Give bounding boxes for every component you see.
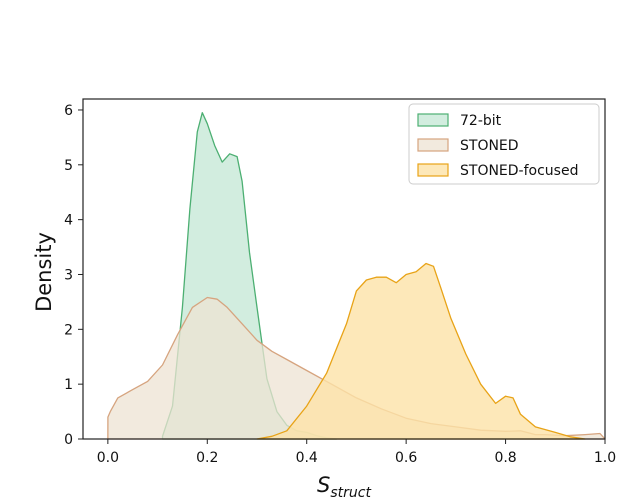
legend-swatch xyxy=(417,138,449,152)
y-tick-label: 0 xyxy=(64,432,73,448)
legend-label: STONED-focused xyxy=(460,163,578,179)
legend: 72-bit STONED STONED-focused xyxy=(408,103,600,185)
legend-swatch xyxy=(417,163,449,177)
legend-swatch xyxy=(417,113,449,127)
plot-area xyxy=(107,112,606,440)
x-tick-label: 1.0 xyxy=(594,450,616,466)
y-axis-title: Density xyxy=(32,232,56,312)
plot-frame xyxy=(82,98,606,440)
legend-box xyxy=(408,103,600,185)
y-tick-label: 5 xyxy=(64,158,73,174)
x-tick-label: 0.0 xyxy=(97,450,119,466)
legend-label: 72-bit xyxy=(460,113,502,129)
y-tick-label: 2 xyxy=(64,322,73,338)
y-tick-label: 6 xyxy=(64,103,73,119)
x-tick-label: 0.6 xyxy=(395,450,417,466)
density-area-stoned-focused xyxy=(256,262,586,440)
y-axis: 0 1 2 3 4 5 6 xyxy=(64,103,83,448)
x-tick-label: 0.2 xyxy=(196,450,218,466)
y-tick-label: 3 xyxy=(64,267,73,283)
y-tick-label: 4 xyxy=(64,213,73,229)
x-axis: 0.0 0.2 0.4 0.6 0.8 1.0 xyxy=(97,439,616,466)
y-tick-label: 1 xyxy=(64,377,73,393)
x-tick-label: 0.8 xyxy=(494,450,516,466)
x-axis-title: Sstruct xyxy=(317,473,371,501)
x-tick-label: 0.4 xyxy=(296,450,318,466)
legend-label: STONED xyxy=(460,138,519,154)
